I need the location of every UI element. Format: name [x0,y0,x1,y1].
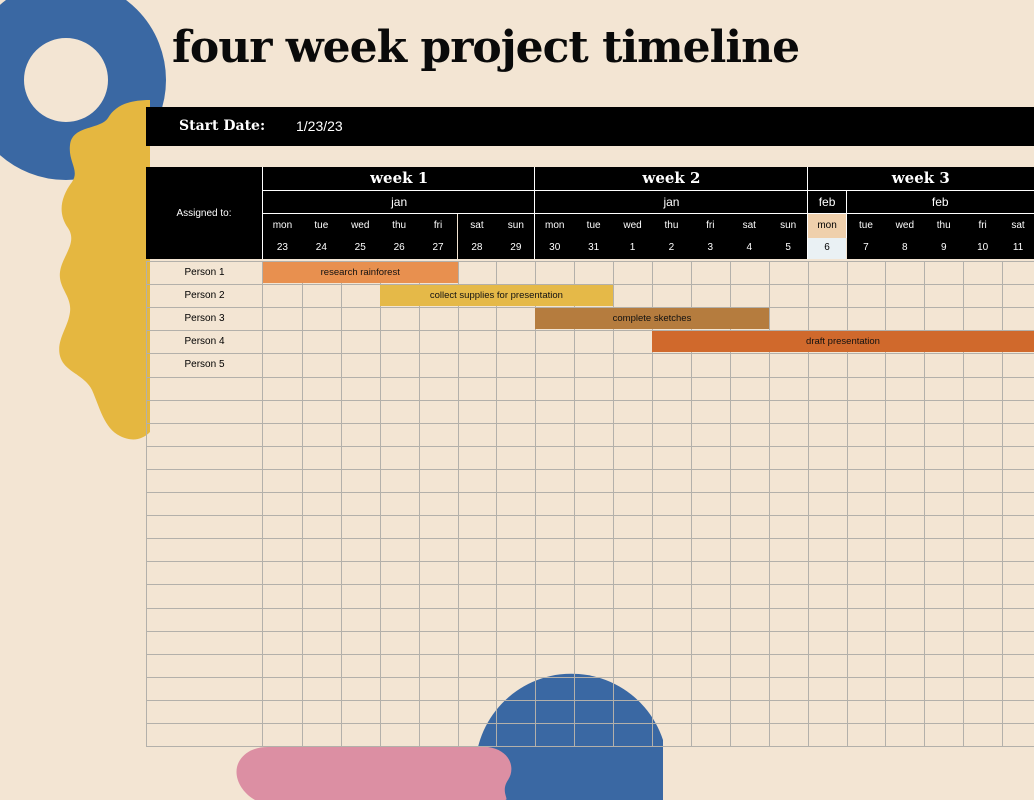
person-label[interactable]: Person 5 [184,359,225,371]
person-label[interactable]: Person 4 [184,336,225,348]
day-header: sat [729,214,769,238]
month-header: jan [263,191,536,214]
month-header: feb [846,191,1034,214]
date-header: 24 [301,238,341,259]
day-header: fri [963,214,1003,238]
day-header: sun [768,214,808,238]
date-header: 8 [885,238,925,259]
day-header: tue [574,214,614,238]
start-date-bar: Start Date: 1/23/23 [146,107,1034,146]
date-header: 2 [652,238,691,259]
day-header: tue [846,214,886,238]
date-header: 5 [768,238,808,259]
date-header: 26 [379,238,419,259]
day-header: wed [340,214,380,238]
week-header: week 1 [263,167,536,190]
header-divider [263,190,1034,191]
week-header: week 2 [535,167,808,190]
date-header: 3 [690,238,730,259]
date-header: 25 [340,238,380,259]
day-header: sun [496,214,536,238]
date-header: 31 [574,238,614,259]
start-date-label: Start Date: [179,118,266,134]
date-header: 1 [613,238,652,259]
date-header: 27 [418,238,458,259]
date-header: 11 [1002,238,1034,259]
date-header: 28 [457,238,497,259]
day-header: wed [613,214,652,238]
day-header: thu [652,214,691,238]
page-title: four week project timeline [172,22,800,73]
day-header: tue [301,214,341,238]
assigned-to-header: Assigned to: [146,167,262,259]
day-header: thu [924,214,964,238]
week-header: week 3 [807,167,1034,190]
month-header: jan [535,191,808,214]
day-header: mon [263,214,302,238]
date-header: 29 [496,238,536,259]
task-bar[interactable]: draft presentation [652,331,1034,353]
person-label[interactable]: Person 2 [184,290,225,302]
month-header: feb [807,191,847,214]
task-bar[interactable]: collect supplies for presentation [379,285,614,307]
blue-arc-shape [475,673,663,800]
day-header: thu [379,214,419,238]
yellow-blob-shape [59,100,150,440]
person-label[interactable]: Person 1 [184,267,225,278]
pink-blob-shape [236,747,512,800]
header-divider [845,191,847,238]
day-header: fri [690,214,730,238]
date-header: 6 [807,238,847,259]
header-divider [263,213,1034,214]
blue-ring-shape [0,0,166,180]
person-label[interactable]: Person 3 [184,313,225,325]
date-header: 30 [535,238,575,259]
task-bar[interactable]: research rainforest [263,262,458,283]
date-header: 9 [924,238,964,259]
day-header: fri [418,214,458,238]
date-header: 4 [729,238,769,259]
day-header: mon [807,214,847,238]
day-header: sat [1002,214,1034,238]
date-header: 10 [963,238,1003,259]
header-divider [262,167,263,259]
task-bar[interactable]: complete sketches [535,308,769,330]
date-header: 23 [263,238,302,259]
day-header: wed [885,214,925,238]
start-date-value[interactable]: 1/23/23 [296,118,343,134]
day-header: sat [457,214,497,238]
date-header: 7 [846,238,886,259]
day-header: mon [535,214,575,238]
